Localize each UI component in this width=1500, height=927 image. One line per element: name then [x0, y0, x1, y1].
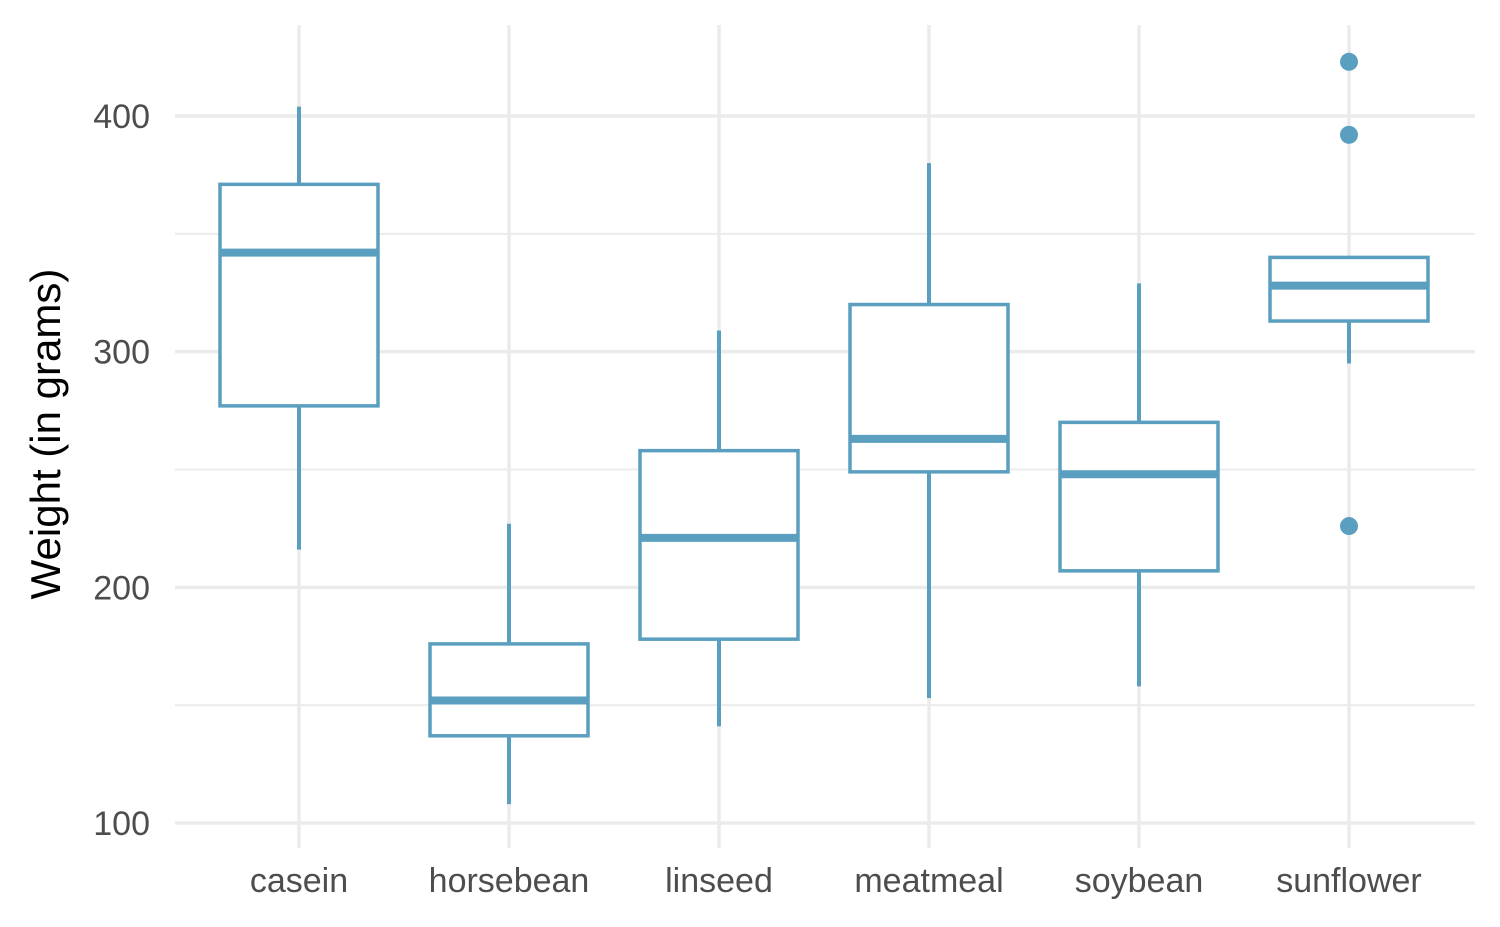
y-tick-label: 100 [93, 805, 150, 843]
box-meatmeal [848, 163, 1010, 699]
outlier-point [1340, 517, 1358, 536]
x-tick-label: meatmeal [854, 862, 1003, 900]
x-tick-label: horsebean [429, 862, 590, 900]
y-axis-title: Weight (in grams) [22, 269, 69, 600]
box-iqr [218, 182, 380, 408]
y-tick-label: 200 [93, 569, 150, 607]
box-iqr [638, 448, 800, 641]
outlier-point [1340, 52, 1358, 71]
box-iqr [428, 642, 590, 738]
x-tick-label: linseed [665, 862, 773, 900]
x-tick-label: sunflower [1276, 862, 1422, 900]
box-casein [218, 106, 380, 550]
x-tick-labels: casein horsebean linseed meatmeal soybean sun… [250, 862, 1422, 900]
box-iqr [848, 302, 1010, 474]
box-soybean [1058, 283, 1220, 687]
y-tick-label: 300 [93, 334, 150, 372]
y-tick-label: 400 [93, 98, 150, 136]
box-linseed [638, 330, 800, 727]
x-tick-label: casein [250, 862, 348, 900]
box-iqr [1058, 420, 1220, 573]
outlier-point [1340, 125, 1358, 144]
boxes-layer [218, 52, 1430, 805]
x-tick-label: soybean [1075, 862, 1204, 900]
minor-gridlines [175, 232, 1475, 707]
box-sunflower [1268, 52, 1430, 536]
y-tick-labels: 100 200 300 400 [93, 98, 150, 843]
box-horsebean [428, 523, 590, 805]
major-gridlines [175, 25, 1475, 848]
